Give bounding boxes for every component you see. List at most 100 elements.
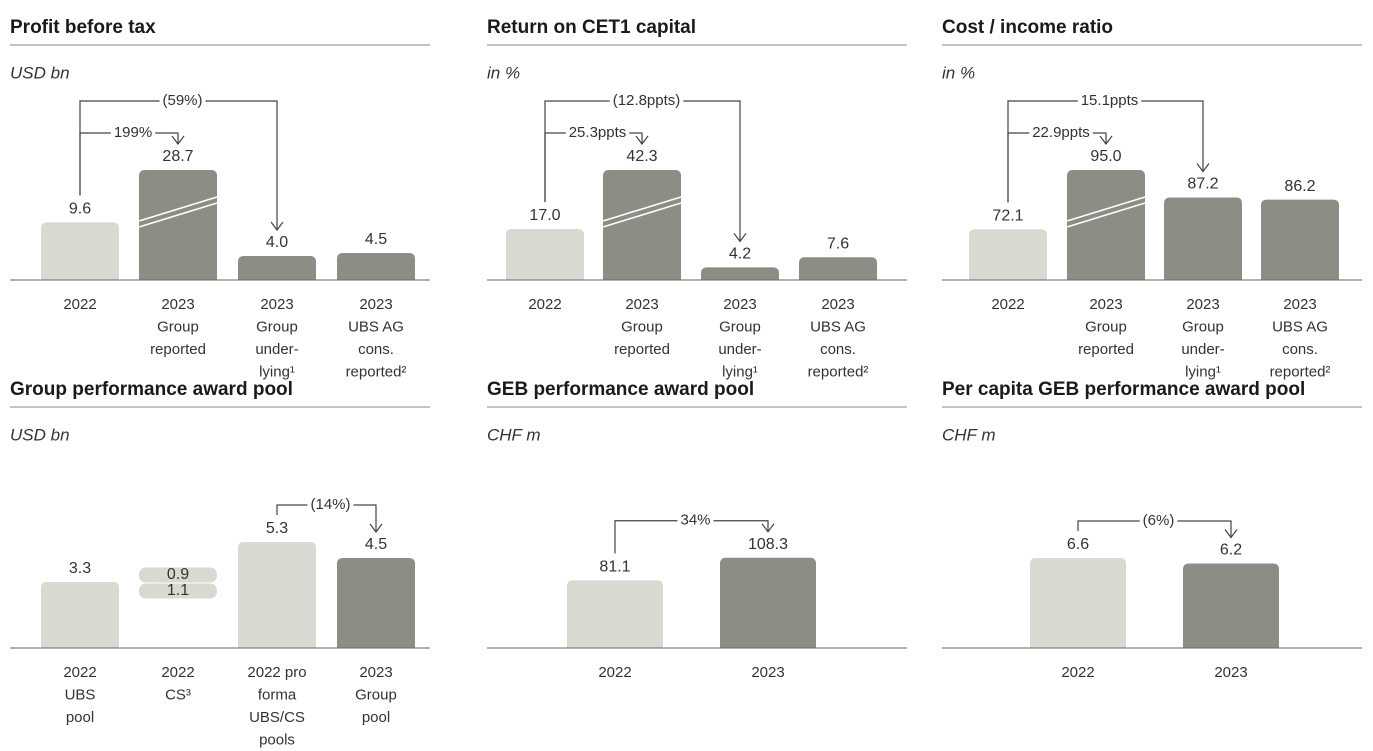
change-label: 22.9ppts xyxy=(1032,124,1090,141)
chart-subtitle: in % xyxy=(487,63,520,82)
category-label: cons. xyxy=(358,341,394,358)
bar xyxy=(41,582,119,648)
category-label: under- xyxy=(1181,341,1224,358)
category-label: 2023 xyxy=(1283,296,1316,313)
category-label: UBS xyxy=(65,686,96,703)
category-label: 2022 xyxy=(161,664,194,681)
category-label: 2023 xyxy=(260,296,293,313)
arrow-head xyxy=(733,233,747,243)
category-label: 2023 xyxy=(821,296,854,313)
bar xyxy=(701,267,779,280)
category-label: Group xyxy=(621,318,663,335)
value-label: 9.6 xyxy=(69,201,91,218)
change-label-bg xyxy=(159,92,206,110)
category-label: 2023 xyxy=(1089,296,1122,313)
value-label: 108.3 xyxy=(748,536,788,553)
chart-subtitle: in % xyxy=(942,63,975,82)
category-label: 2023 xyxy=(1186,296,1219,313)
bar xyxy=(799,257,877,280)
bar xyxy=(1067,170,1145,280)
category-label: lying¹ xyxy=(259,363,295,380)
category-label: under- xyxy=(255,341,298,358)
chart-subtitle: CHF m xyxy=(487,425,541,444)
category-label: 2023 xyxy=(751,664,784,681)
bar xyxy=(238,256,316,280)
break-mark xyxy=(1066,196,1146,222)
category-label: pools xyxy=(259,731,295,748)
break-mark xyxy=(602,202,682,228)
arrow-head xyxy=(761,523,775,533)
bar xyxy=(720,557,816,648)
category-label: UBS AG xyxy=(1272,318,1328,335)
value-label: 86.2 xyxy=(1284,178,1315,195)
change-label-bg xyxy=(609,92,684,110)
bar xyxy=(1164,197,1242,280)
segment-pill xyxy=(139,567,217,583)
value-label: 28.7 xyxy=(162,148,193,165)
bar xyxy=(1030,558,1126,648)
change-label-bg xyxy=(677,511,714,530)
value-label: 81.1 xyxy=(599,559,630,576)
arrow-head xyxy=(1196,163,1210,173)
change-label: 15.1ppts xyxy=(1081,92,1139,109)
arrow-head xyxy=(270,221,284,231)
bar xyxy=(337,253,415,280)
value-label: 5.3 xyxy=(266,520,288,537)
bar xyxy=(506,229,584,280)
category-label: lying¹ xyxy=(1185,363,1221,380)
break-mark xyxy=(138,196,218,222)
value-label: 6.2 xyxy=(1220,542,1242,559)
value-label: 6.6 xyxy=(1067,536,1089,553)
category-label: 2022 xyxy=(991,296,1024,313)
category-label: UBS AG xyxy=(810,318,866,335)
category-label: Group xyxy=(256,318,298,335)
arrow-head xyxy=(369,523,383,533)
category-label: lying¹ xyxy=(722,363,758,380)
category-label: cons. xyxy=(1282,341,1318,358)
value-label: 4.5 xyxy=(365,536,387,553)
category-label: Group xyxy=(157,318,199,335)
value-label: 95.0 xyxy=(1090,148,1121,165)
change-label: (12.8ppts) xyxy=(613,92,681,109)
category-label: Group xyxy=(719,318,761,335)
value-label: 7.6 xyxy=(827,235,849,252)
category-label: 2023 xyxy=(359,664,392,681)
category-label: Group xyxy=(1182,318,1224,335)
chart-title: Profit before tax xyxy=(10,17,156,38)
bar xyxy=(41,222,119,280)
category-label: 2022 xyxy=(528,296,561,313)
bar xyxy=(139,170,217,280)
category-label: 2023 xyxy=(161,296,194,313)
category-label: cons. xyxy=(820,341,856,358)
break-mark xyxy=(1066,202,1146,228)
change-label-bg xyxy=(307,496,354,514)
value-label: 72.1 xyxy=(992,207,1023,224)
arrow-head xyxy=(171,135,185,145)
change-label-bg xyxy=(565,124,630,142)
change-label: (59%) xyxy=(162,92,202,109)
change-label: (6%) xyxy=(1143,512,1175,529)
value-label: 17.0 xyxy=(529,207,560,224)
category-label: 2022 xyxy=(63,664,96,681)
change-label: 34% xyxy=(680,512,710,529)
category-label: 2022 xyxy=(1061,664,1094,681)
break-mark xyxy=(602,196,682,222)
bar xyxy=(1183,563,1279,648)
category-label: 2022 xyxy=(598,664,631,681)
category-label: pool xyxy=(362,709,390,726)
value-label: 42.3 xyxy=(626,148,657,165)
category-label: 2023 xyxy=(625,296,658,313)
category-label: pool xyxy=(66,709,94,726)
change-label-bg xyxy=(1029,124,1093,142)
chart-subtitle: USD bn xyxy=(10,425,70,444)
bar xyxy=(337,558,415,648)
segment-label: 1.1 xyxy=(167,582,189,599)
change-label-bg xyxy=(1077,92,1142,110)
category-label: 2023 xyxy=(359,296,392,313)
category-label: reported xyxy=(614,341,670,358)
chart-title: Cost / income ratio xyxy=(942,17,1113,38)
segment-pill xyxy=(139,583,217,599)
category-label: under- xyxy=(718,341,761,358)
chart-title: GEB performance award pool xyxy=(487,379,754,400)
